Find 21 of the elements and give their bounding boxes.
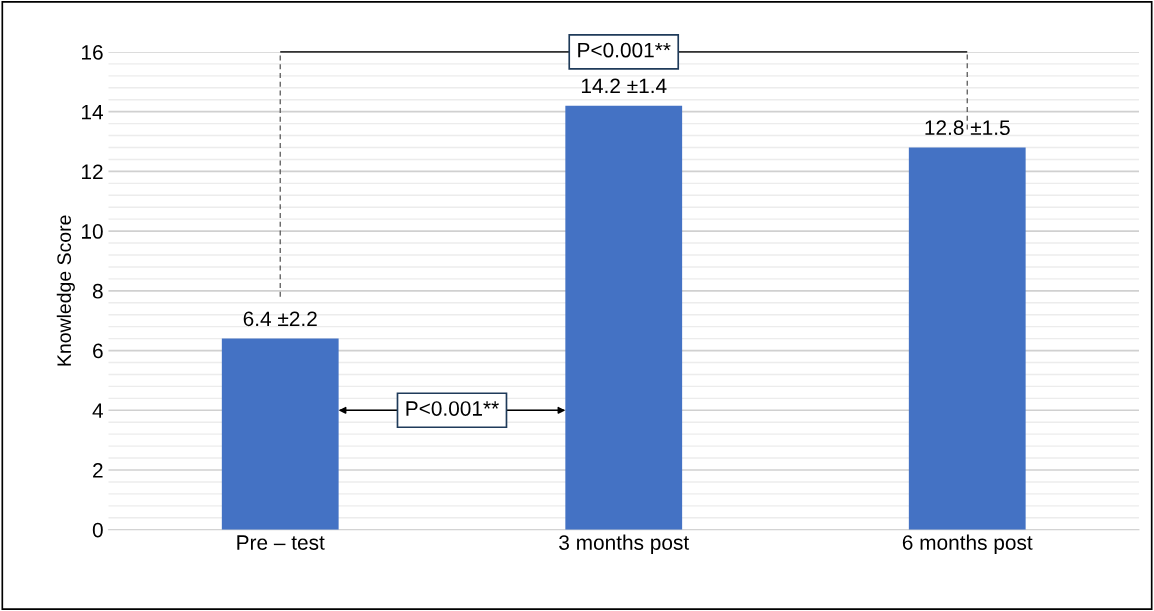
bar (221, 338, 339, 530)
x-tick-label: 6 months post (902, 534, 1033, 555)
annotation: P<0.001** (406, 401, 499, 416)
bar (565, 105, 683, 530)
y-axis-title: Knowledge Score (56, 215, 75, 366)
data-label: 6.4 ±2.2 (243, 311, 317, 327)
data-label: 12.8 ±1.5 (925, 120, 1010, 136)
x-tick-label: Pre – test (237, 535, 325, 550)
y-tick-label: 0 (92, 522, 103, 538)
data-label: 14.2 ±1.4 (581, 78, 667, 94)
y-tick-label: 4 (92, 403, 104, 418)
annotation: P<0.001** (578, 42, 671, 58)
y-tick-label: 16 (82, 44, 103, 60)
y-tick-label: 10 (82, 224, 103, 239)
bar (908, 147, 1026, 530)
y-tick-label: 8 (92, 283, 103, 299)
y-tick-label: 6 (93, 343, 103, 359)
y-tick-label: 12 (82, 164, 103, 179)
y-tick-label: 2 (93, 463, 103, 478)
x-tick-label: 3 months post (559, 534, 690, 555)
y-tick-label: 14 (82, 104, 104, 120)
